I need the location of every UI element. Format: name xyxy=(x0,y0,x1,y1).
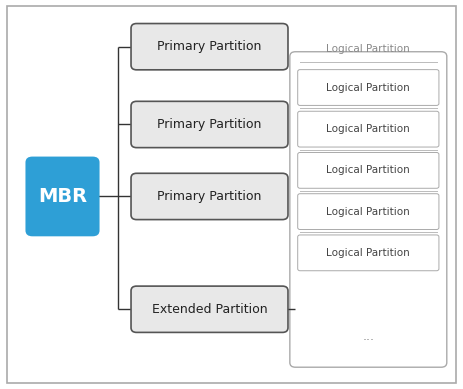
Text: Primary Partition: Primary Partition xyxy=(157,118,262,131)
Text: Logical Partition: Logical Partition xyxy=(326,248,410,258)
FancyBboxPatch shape xyxy=(25,157,100,237)
FancyBboxPatch shape xyxy=(131,173,288,219)
Text: Primary Partition: Primary Partition xyxy=(157,190,262,203)
Text: Logical Partition: Logical Partition xyxy=(326,165,410,175)
Text: Logical Partition: Logical Partition xyxy=(326,44,410,54)
Text: ...: ... xyxy=(363,330,374,343)
FancyBboxPatch shape xyxy=(298,111,439,147)
FancyBboxPatch shape xyxy=(7,6,456,383)
FancyBboxPatch shape xyxy=(298,235,439,271)
FancyBboxPatch shape xyxy=(131,23,288,70)
FancyBboxPatch shape xyxy=(131,286,288,332)
Text: Logical Partition: Logical Partition xyxy=(326,82,410,93)
FancyBboxPatch shape xyxy=(298,70,439,105)
Text: Extended Partition: Extended Partition xyxy=(152,303,267,316)
Text: Logical Partition: Logical Partition xyxy=(326,207,410,217)
FancyBboxPatch shape xyxy=(298,194,439,230)
FancyBboxPatch shape xyxy=(131,102,288,148)
FancyBboxPatch shape xyxy=(298,152,439,188)
Text: MBR: MBR xyxy=(38,187,87,206)
Text: Primary Partition: Primary Partition xyxy=(157,40,262,53)
Text: Logical Partition: Logical Partition xyxy=(326,124,410,134)
FancyBboxPatch shape xyxy=(290,52,447,367)
